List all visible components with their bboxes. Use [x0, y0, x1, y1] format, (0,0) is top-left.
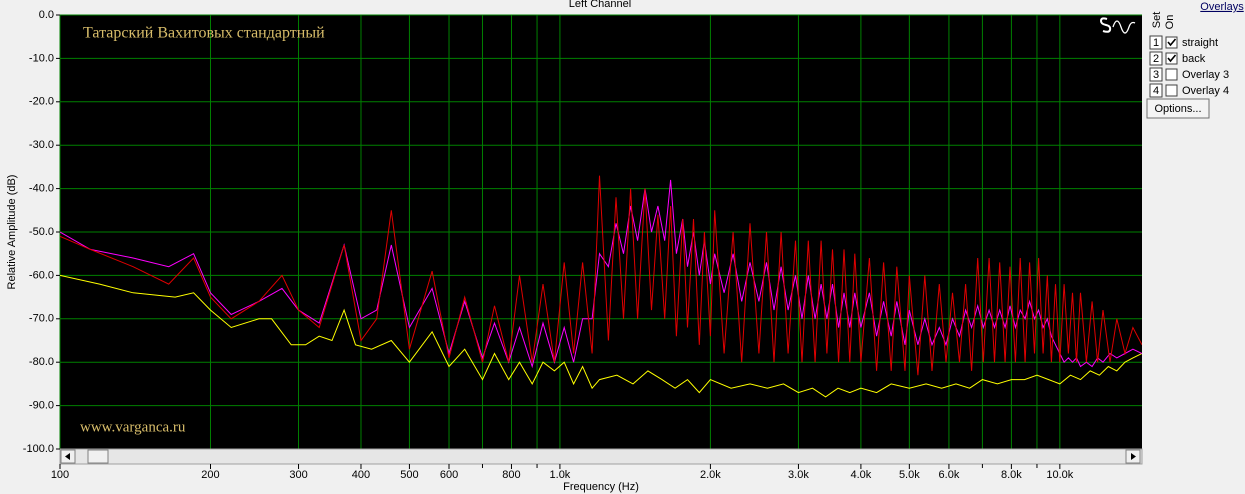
legend-set-number[interactable]: 3	[1153, 69, 1159, 81]
legend-checkbox[interactable]	[1165, 36, 1178, 49]
x-tick-label: 4.0k	[851, 469, 872, 481]
spectrum-icon[interactable]	[1099, 17, 1136, 34]
x-tick-label: 100	[51, 469, 69, 481]
legend-checkbox[interactable]	[1165, 84, 1178, 97]
legend-title: Overlays	[1200, 1, 1244, 13]
y-tick-label: -90.0	[29, 400, 54, 412]
y-tick-label: -80.0	[29, 356, 54, 368]
x-axis-title: Frequency (Hz)	[563, 481, 639, 493]
x-tick-label: 800	[502, 469, 520, 481]
x-tick-label: 8.0k	[1001, 469, 1022, 481]
chart-title: Left Channel	[569, 0, 631, 10]
y-tick-label: -10.0	[29, 52, 54, 64]
arrow-icon	[1131, 453, 1136, 460]
annotation: Татарский Вахитовых стандартный	[83, 25, 325, 42]
options-button[interactable]	[1146, 98, 1210, 119]
y-tick-label: -100.0	[23, 443, 54, 455]
x-tick-label: 3.0k	[788, 469, 809, 481]
legend-label[interactable]: back	[1182, 53, 1206, 65]
x-tick-label: 1.0k	[550, 469, 571, 481]
icon-wave	[1112, 20, 1136, 34]
x-tick-label: 300	[289, 469, 307, 481]
arrow-icon	[65, 453, 70, 460]
legend-set-box[interactable]	[1149, 35, 1163, 50]
x-tick-label: 600	[440, 469, 458, 481]
legend-set-number[interactable]: 4	[1153, 85, 1159, 97]
legend-on-header: On	[1164, 15, 1176, 30]
legend-set-header: Set	[1151, 12, 1163, 29]
annotation: www.varganca.ru	[80, 419, 186, 435]
check-mark	[1167, 54, 1177, 63]
y-tick-label: -20.0	[29, 96, 54, 108]
x-tick-label: 200	[201, 469, 219, 481]
legend-label[interactable]: Overlay 3	[1182, 69, 1229, 81]
legend-label[interactable]: straight	[1182, 37, 1218, 49]
y-tick-label: 0.0	[39, 9, 54, 21]
spectrum-line	[60, 175, 1142, 376]
scrollbar[interactable]	[59, 448, 1143, 465]
y-tick-label: -70.0	[29, 313, 54, 325]
legend-set-box[interactable]	[1149, 83, 1163, 98]
legend-label[interactable]: Overlay 4	[1182, 85, 1229, 97]
legend-checkbox[interactable]	[1165, 52, 1178, 65]
y-tick-label: -30.0	[29, 139, 54, 151]
icon-s	[1099, 17, 1112, 33]
scroll-track[interactable]	[59, 448, 1143, 465]
options-button-label[interactable]: Options...	[1154, 103, 1201, 115]
legend-set-box[interactable]	[1149, 67, 1163, 82]
x-tick-label: 2.0k	[700, 469, 721, 481]
check-mark	[1167, 38, 1177, 47]
legend-checkbox[interactable]	[1165, 68, 1178, 81]
legend-set-number[interactable]: 2	[1153, 53, 1159, 65]
x-tick-label: 10.0k	[1046, 469, 1073, 481]
x-tick-label: 500	[400, 469, 418, 481]
x-tick-label: 6.0k	[939, 469, 960, 481]
x-tick-label: 400	[352, 469, 370, 481]
y-tick-label: -60.0	[29, 269, 54, 281]
legend-set-box[interactable]	[1149, 51, 1163, 66]
y-tick-label: -40.0	[29, 183, 54, 195]
legend-set-number[interactable]: 1	[1153, 37, 1159, 49]
spectrum-line	[60, 274, 1142, 398]
x-tick-label: 5.0k	[899, 469, 920, 481]
y-tick-label: -50.0	[29, 226, 54, 238]
y-axis-title: Relative Amplitude (dB)	[6, 175, 18, 290]
scroll-thumb[interactable]	[87, 449, 109, 464]
